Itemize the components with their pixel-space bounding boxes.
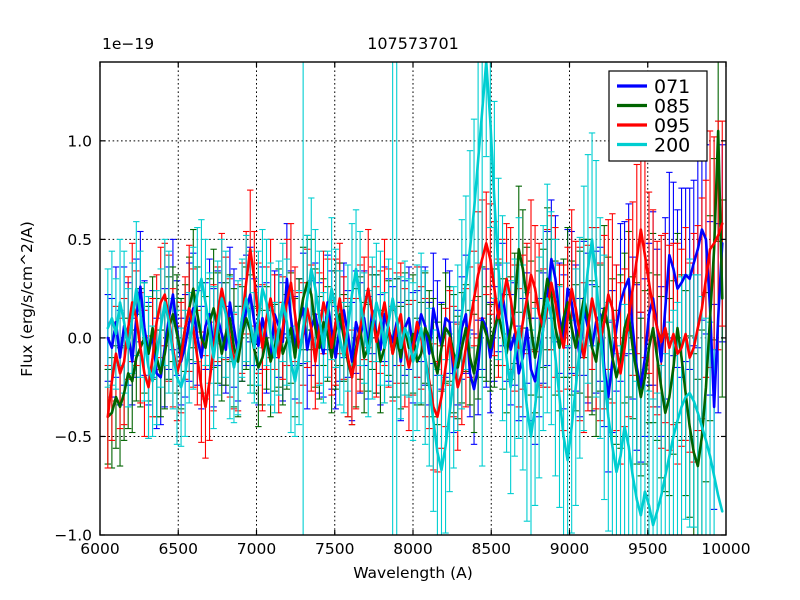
x-tick-label: 9500 — [628, 540, 667, 558]
series-line-095 — [106, 222, 724, 419]
x-tick-label: 6500 — [159, 540, 198, 558]
y-tick-label: 0.0 — [67, 329, 92, 347]
y-tick-label: −0.5 — [54, 428, 92, 446]
y-tick-label: 1.0 — [67, 132, 92, 150]
x-tick-label: 8500 — [472, 540, 511, 558]
axis-ticks: 6000 6500 7000 7500 8000 8500 9000 9500 10000 −1.… — [54, 62, 751, 558]
y-axis-offset-label: 1e−19 — [102, 35, 154, 53]
y-tick-label: 0.5 — [67, 231, 92, 249]
legend-label-095[interactable]: 095 — [654, 115, 690, 137]
data-series-layer — [104, 62, 726, 535]
y-tick-label: −1.0 — [54, 527, 92, 545]
x-tick-label: 10000 — [701, 540, 750, 558]
legend-label-200[interactable]: 200 — [654, 135, 690, 157]
legend-label-085[interactable]: 085 — [654, 96, 690, 118]
page-title: 107573701 — [367, 34, 459, 53]
y-axis-label: Flux (erg/s/cm^2/A) — [18, 221, 36, 377]
x-tick-label: 7000 — [237, 540, 276, 558]
x-axis-label: Wavelength (A) — [353, 564, 473, 582]
series-line-200 — [106, 62, 724, 527]
x-tick-label: 9000 — [550, 540, 589, 558]
x-tick-label: 6000 — [80, 540, 119, 558]
x-tick-label: 8000 — [393, 540, 432, 558]
x-tick-label: 7500 — [315, 540, 354, 558]
legend-label-071[interactable]: 071 — [654, 76, 690, 98]
